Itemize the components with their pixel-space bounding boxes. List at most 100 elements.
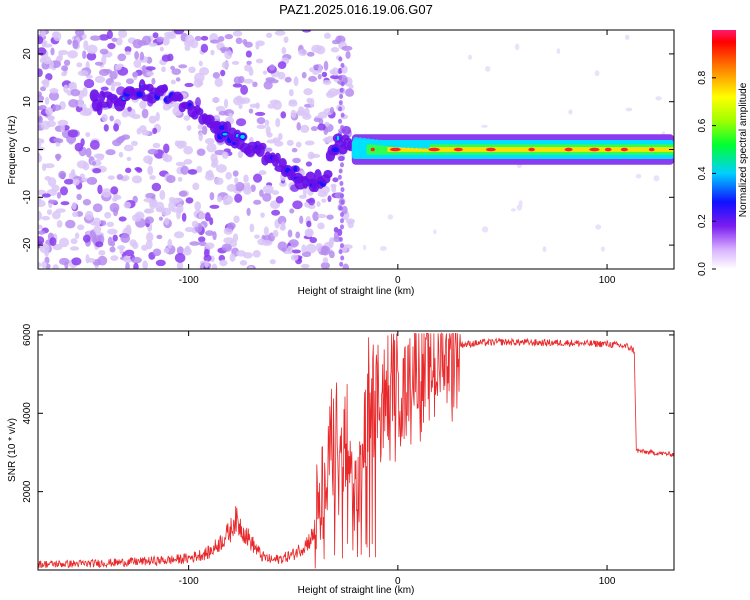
spectrogram-noise-blob <box>44 96 50 105</box>
spectrogram-noise-blob <box>42 56 52 65</box>
spectrogram-noise-blob <box>38 210 43 221</box>
spectrogram-noise-blob <box>180 165 189 175</box>
spectrogram-noise-blob <box>240 84 249 95</box>
spectrogram-noise-blob <box>38 262 42 268</box>
spectrogram-noise-blob <box>74 142 84 152</box>
spectrogram-noise-blob <box>246 60 252 65</box>
spectrogram-noise-blob <box>58 237 70 248</box>
y-tick-label: 10 <box>22 96 33 108</box>
snr-series-line <box>38 332 674 569</box>
spectrogram-noise-blob <box>68 82 75 90</box>
spectrogram-noise-blob <box>312 211 319 222</box>
spectrogram-noise-blob <box>41 215 51 221</box>
spectrogram-noise-blob <box>254 111 266 117</box>
spectrogram-noise-blob <box>65 219 76 229</box>
spectrogram-noise-blob <box>100 220 107 226</box>
spectrogram-noise-blob <box>149 175 156 180</box>
spectrogram-noise-blob <box>277 61 287 69</box>
spectrogram-noise-blob <box>126 156 132 162</box>
spectrogram-noise-blob <box>214 177 224 185</box>
spectrogram-noise-blob <box>216 195 223 203</box>
spectrogram-noise-blob <box>188 66 196 74</box>
spectrogram-noise-blob <box>131 175 143 184</box>
spectrogram-noise-blob <box>249 136 254 144</box>
snr-frame <box>37 330 675 571</box>
spectrogram-noise-blob <box>132 39 143 49</box>
spectrogram-noise-blob <box>205 242 215 250</box>
spectrogram-noise-blob <box>168 196 176 203</box>
spectrogram-noise-blob <box>56 192 62 199</box>
spectrogram-noise-blob <box>316 201 321 207</box>
spectrogram-noise-blob <box>61 65 69 72</box>
spectrogram-noise-blob <box>182 247 192 256</box>
spectrogram-streak-blob <box>340 199 345 205</box>
spectrogram-noise-blob <box>197 123 204 130</box>
spectrogram-noise-blob <box>206 143 217 153</box>
spectrogram-noise-blob <box>133 59 142 68</box>
x-tick-label: -100 <box>179 275 199 286</box>
spectrogram-noise-blob <box>77 98 84 108</box>
spectrogram-noise-blob <box>76 160 88 169</box>
spectrogram-noise-blob <box>58 257 70 266</box>
spectrogram-noise-blob <box>307 204 316 210</box>
spectrogram-noise-blob <box>38 152 41 163</box>
spectrogram-noise-blob <box>635 173 642 179</box>
spectrogram-noise-blob <box>162 152 169 162</box>
spectrogram-noise-blob <box>315 45 326 55</box>
spectrogram-noise-blob <box>274 30 286 36</box>
spectrogram-noise-blob <box>52 264 59 269</box>
spectrogram-noise-blob <box>345 50 351 59</box>
spectrogram-streak-blob <box>338 75 343 81</box>
spectrogram-noise-blob <box>286 139 294 147</box>
spectrogram-noise-blob <box>110 186 119 195</box>
spectrogram-noise-blob <box>281 247 287 252</box>
spectrogram-streak-blob <box>339 180 344 186</box>
spectrogram-streak-blob <box>338 168 343 174</box>
spectrogram-noise-blob <box>141 129 150 136</box>
spectrogram-noise-blob <box>219 47 231 52</box>
colorbar-tick-label: 0.4 <box>697 166 708 180</box>
spectrogram-noise-blob <box>42 78 50 88</box>
spectrogram-streak-blob <box>340 112 345 118</box>
spectrogram-noise-blob <box>162 104 171 111</box>
spectrogram-noise-blob <box>38 106 44 111</box>
spectrogram-noise-blob <box>485 66 491 72</box>
spectrogram-noise-blob <box>248 67 254 76</box>
colorbar-scale <box>712 30 736 269</box>
spectrogram-noise-blob <box>145 66 156 71</box>
spectrogram-noise-blob <box>148 42 158 47</box>
spectrogram-noise-blob <box>238 104 243 110</box>
spectrogram-noise-blob <box>267 103 275 109</box>
spectrogram-noise-blob <box>164 31 175 38</box>
spectrogram-noise-blob <box>542 246 547 253</box>
spectrogram-noise-blob <box>67 50 78 59</box>
spectrogram-noise-blob <box>194 72 205 83</box>
spectrogram-noise-blob <box>91 161 97 166</box>
spectrogram-noise-blob <box>106 221 115 227</box>
spectrogram-noise-blob <box>292 200 303 210</box>
y-tick-label: 20 <box>22 48 33 60</box>
spectrogram-noise-blob <box>192 182 200 191</box>
spectrogram-noise-blob <box>263 80 273 90</box>
spectrogram-noise-blob <box>38 36 44 45</box>
spectrogram-noise-blob <box>291 249 301 254</box>
spectrogram-noise-blob <box>200 35 209 41</box>
spectrogram-noise-blob <box>341 205 348 215</box>
spectrogram-noise-blob <box>289 208 295 214</box>
spectrogram-noise-blob <box>152 142 161 149</box>
spectrogram-noise-blob <box>92 217 102 227</box>
spectrogram-noise-blob <box>150 202 158 208</box>
spectrogram-noise-blob <box>107 228 118 235</box>
spectrogram-noise-blob <box>299 215 304 224</box>
spectrogram-noise-blob <box>93 225 102 234</box>
spectrogram-noise-blob <box>145 239 153 250</box>
spectrogram-noise-blob <box>146 232 154 242</box>
spectrogram-noise-blob <box>243 174 249 183</box>
spectrogram-noise-blob <box>305 161 313 167</box>
spectrogram-noise-blob <box>624 34 630 40</box>
spectrogram-noise-blob <box>303 88 313 96</box>
spectrogram-noise-blob <box>76 193 82 201</box>
y-tick-label: 4000 <box>22 402 33 425</box>
spectrogram-noise-blob <box>60 124 65 133</box>
spectrogram-noise-blob <box>301 251 312 258</box>
